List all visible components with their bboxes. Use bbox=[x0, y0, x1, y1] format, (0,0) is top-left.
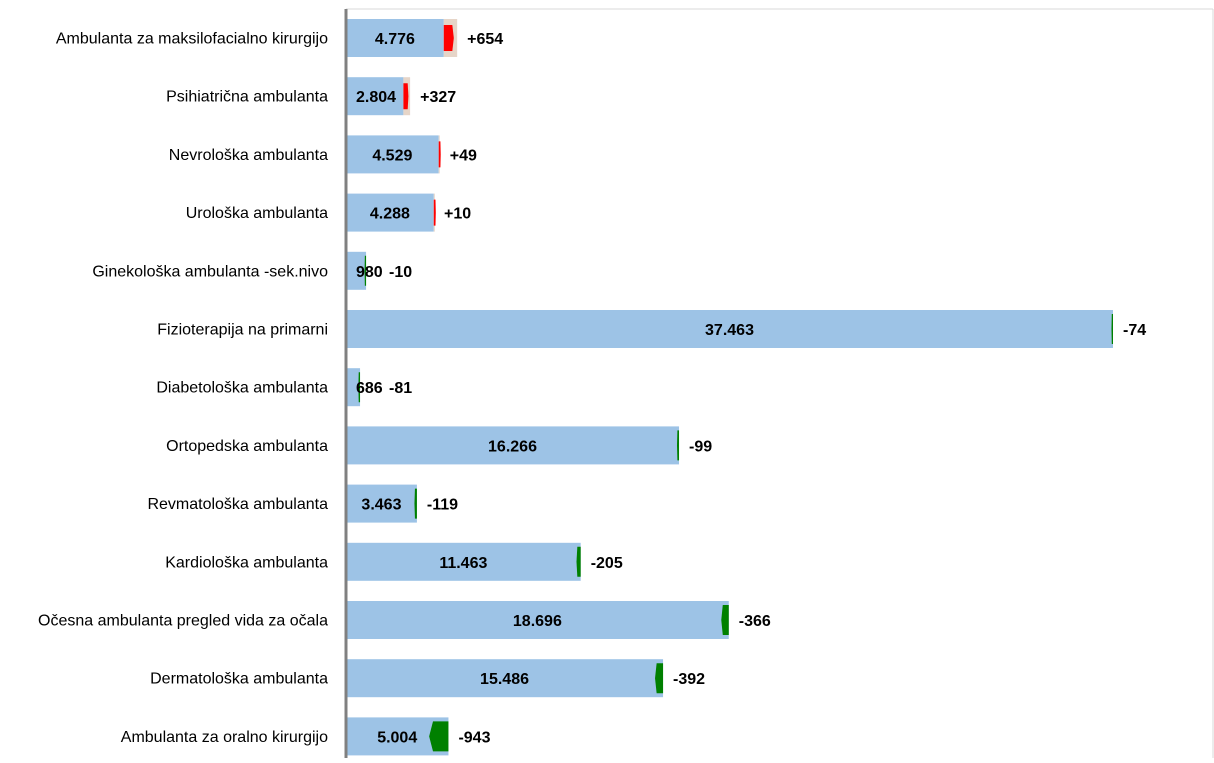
decrease-marker bbox=[364, 255, 367, 286]
value-label: 4.529 bbox=[372, 147, 412, 164]
value-label: 15.486 bbox=[480, 671, 529, 688]
decrease-marker bbox=[676, 430, 680, 461]
category-label: Psihiatrična ambulanta bbox=[166, 89, 328, 106]
value-bar bbox=[346, 19, 444, 57]
category-label: Dermatološka ambulanta bbox=[150, 671, 328, 688]
change-label: -74 bbox=[1123, 322, 1146, 339]
change-label: +49 bbox=[450, 147, 477, 164]
value-label: 5.004 bbox=[377, 729, 417, 746]
change-label: -205 bbox=[591, 555, 623, 572]
value-bar bbox=[346, 135, 439, 174]
increase-marker bbox=[403, 83, 409, 110]
decrease-marker bbox=[576, 546, 581, 577]
category-label: Diabetološka ambulanta bbox=[156, 380, 328, 397]
decrease-marker bbox=[414, 488, 417, 519]
value-label: 11.463 bbox=[439, 555, 487, 572]
value-label: 980 bbox=[356, 264, 383, 281]
category-label: Očesna ambulanta pregled vida za očala bbox=[38, 613, 328, 630]
increase-marker bbox=[438, 141, 441, 168]
change-label: -10 bbox=[389, 264, 412, 281]
value-label: 16.266 bbox=[488, 438, 537, 455]
category-label: Urološka ambulanta bbox=[186, 205, 328, 222]
value-label: 3.463 bbox=[361, 497, 401, 514]
change-label: +654 bbox=[467, 31, 503, 48]
increase-marker bbox=[433, 199, 436, 226]
value-label: 4.776 bbox=[375, 31, 415, 48]
change-label: -99 bbox=[689, 438, 712, 455]
value-bar bbox=[346, 601, 729, 639]
value-bar bbox=[346, 368, 361, 407]
increase-marker bbox=[443, 25, 454, 51]
value-bar bbox=[346, 310, 1113, 348]
category-label: Kardiološka ambulanta bbox=[165, 554, 328, 571]
category-label: Ortopedska ambulanta bbox=[166, 438, 328, 455]
category-label: Ambulanta za maksilofacialno kirurgijo bbox=[56, 31, 328, 48]
category-label: Ambulanta za oralno kirurgijo bbox=[121, 729, 328, 746]
value-bar bbox=[346, 426, 680, 465]
value-bar bbox=[346, 542, 581, 581]
value-bar bbox=[346, 77, 404, 116]
decrease-marker bbox=[655, 663, 664, 694]
value-label: 37.463 bbox=[705, 322, 754, 339]
decrease-marker bbox=[1111, 314, 1113, 344]
decrease-marker bbox=[429, 721, 449, 752]
change-label: -392 bbox=[673, 671, 705, 688]
value-label: 686 bbox=[356, 380, 383, 397]
decrease-marker bbox=[358, 372, 361, 403]
change-label: +10 bbox=[444, 206, 471, 223]
value-label: 4.288 bbox=[370, 206, 410, 223]
change-label: +327 bbox=[420, 89, 456, 106]
change-label: -119 bbox=[427, 497, 458, 514]
value-label: 18.696 bbox=[513, 613, 562, 630]
category-label: Revmatološka ambulanta bbox=[147, 496, 328, 513]
change-label: -943 bbox=[458, 729, 490, 746]
category-label: Ginekološka ambulanta -sek.nivo bbox=[92, 263, 328, 280]
value-bar bbox=[346, 251, 367, 290]
change-label: -81 bbox=[389, 380, 412, 397]
value-bar bbox=[346, 193, 434, 232]
value-bar bbox=[346, 484, 417, 523]
change-label: -366 bbox=[739, 613, 771, 630]
category-label: Nevrološka ambulanta bbox=[169, 147, 328, 164]
value-bar bbox=[346, 659, 664, 698]
decrease-marker bbox=[721, 605, 729, 635]
category-label: Fizioterapija na primarni bbox=[157, 322, 328, 339]
value-label: 2.804 bbox=[356, 89, 396, 106]
